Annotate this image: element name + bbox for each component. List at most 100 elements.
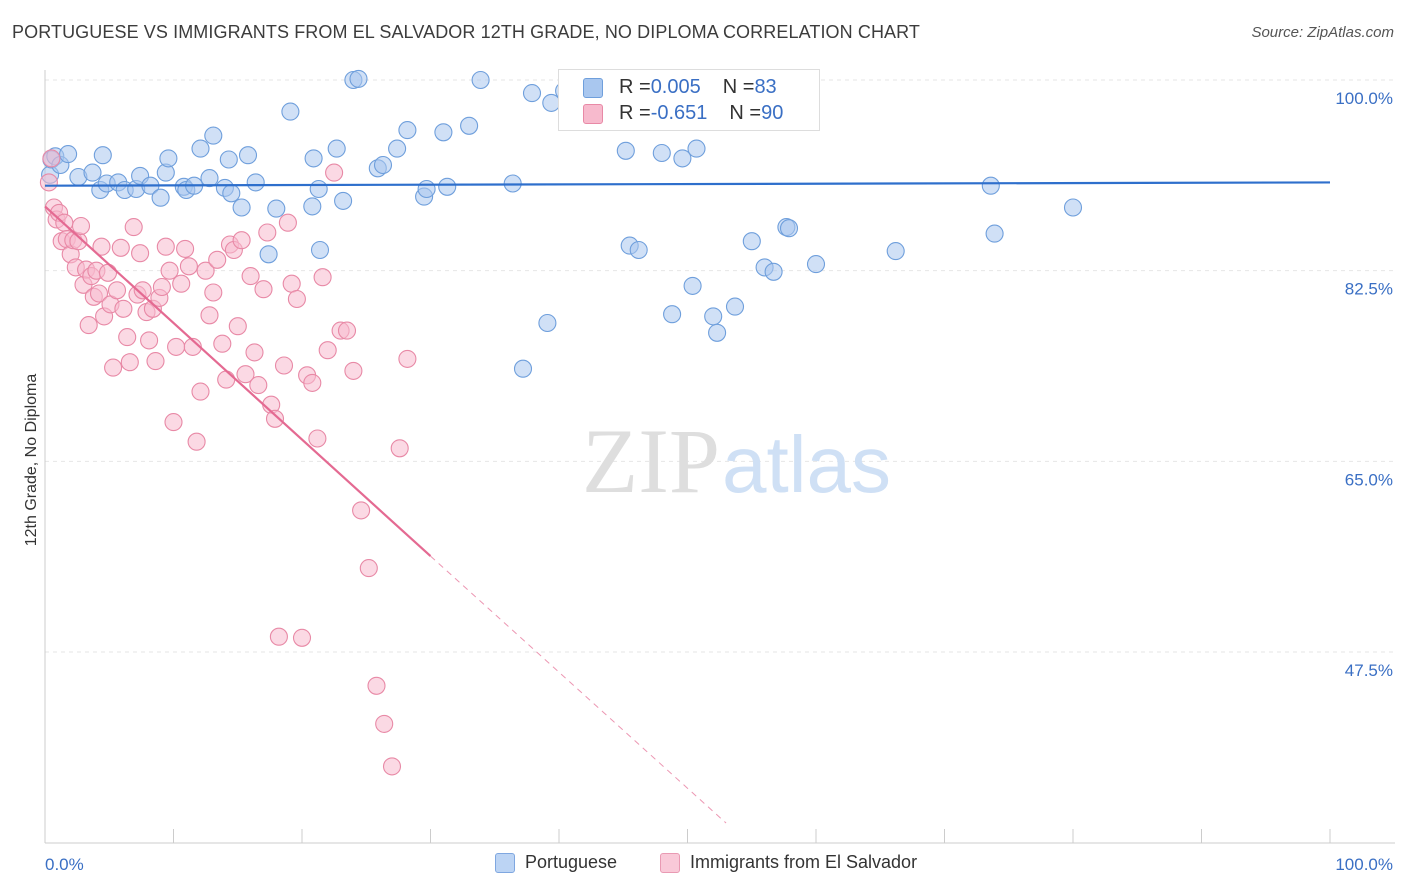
data-point [241,267,260,286]
data-point [167,337,186,356]
data-point [219,150,238,169]
data-point [304,149,323,168]
data-point [131,244,150,263]
data-point [160,261,179,280]
data-point [308,429,327,448]
data-point [388,139,407,158]
data-point [313,268,332,287]
data-point [217,370,236,389]
data-point [89,284,109,303]
data-point [779,219,799,238]
data-point [281,102,300,121]
data-point [204,283,223,302]
data-point [93,146,112,165]
legend-label-el-salvador: Immigrants from El Salvador [690,852,918,872]
data-point [187,432,206,451]
data-point [39,173,58,192]
data-point [111,238,130,257]
data-point [398,121,417,140]
trend-line [44,181,1331,187]
data-point [325,163,344,182]
data-point [303,197,322,216]
data-point [806,255,826,274]
data-point [764,262,783,281]
data-point [287,289,306,309]
data-point [352,501,371,520]
trend-lines [44,181,1331,824]
y-tick-label: 65.0% [1345,470,1393,489]
data-point [238,146,258,165]
data-point [390,439,409,458]
data-point [742,232,761,251]
source-label: Source: ZipAtlas.com [1251,24,1394,41]
data-point [334,191,353,210]
stats-row-portuguese: R = 0.005 N = 83 [583,76,777,99]
data-point [42,149,61,168]
data-point [236,365,255,384]
data-point [375,714,394,733]
stats-r-label: R = [619,76,651,98]
data-point [367,676,386,695]
data-point [179,257,198,276]
data-point [92,237,111,256]
legend-swatch-el-salvador [660,852,680,873]
data-point [274,356,294,375]
data-point [172,274,191,293]
data-point [245,343,264,362]
data-point [267,199,286,218]
data-point [438,177,457,196]
stats-swatch-portuguese [583,77,603,98]
data-point [104,358,123,377]
y-tick-label: 100.0% [1335,89,1393,108]
data-point [191,139,210,158]
legend-swatch-portuguese [495,852,515,873]
data-point [232,198,251,217]
bottom-legend: Portuguese Immigrants from El Salvador [0,850,1406,880]
legend-item-el-salvador[interactable]: Immigrants from El Salvador [660,852,917,873]
data-point [59,145,78,164]
data-point [269,627,288,646]
data-point [292,628,312,647]
data-point [249,376,268,395]
series-el-salvador [39,149,417,776]
stats-swatch-el-salvador [583,103,603,124]
data-point [124,218,143,237]
data-point [278,213,297,232]
data-point [359,559,378,578]
data-point [146,352,165,371]
data-point [652,143,671,163]
data-point [318,341,337,360]
data-point [133,281,152,300]
chart-title: PORTUGUESE VS IMMIGRANTS FROM EL SALVADO… [12,22,921,42]
x-tick-labels: 0.0% 100.0% [45,855,1393,874]
data-point [337,321,357,340]
data-point [208,250,227,269]
data-point [79,316,98,335]
legend-item-portuguese[interactable]: Portuguese [495,852,617,873]
data-point [83,163,102,182]
data-point [107,281,127,300]
stats-r-label: R = [619,102,651,124]
data-point [373,155,393,175]
data-point [327,139,346,158]
trend-line [44,205,432,557]
x-tick-label-right: 100.0% [1335,855,1393,874]
data-point [204,126,223,145]
data-point [310,240,330,260]
stats-n-label: N = [729,102,762,124]
data-point [254,280,273,299]
data-point [981,176,1000,195]
data-point [196,261,215,280]
data-point [246,173,265,192]
data-point [259,245,278,264]
y-tick-labels: 100.0% 82.5% 65.0% 47.5% [1335,89,1393,680]
watermark-zip: ZIP [582,410,720,512]
y-tick-label: 82.5% [1345,280,1393,299]
watermark-atlas: atlas [722,420,891,509]
data-point [460,116,479,135]
data-point [616,141,635,160]
data-point [687,139,706,158]
x-tick-label-left: 0.0% [45,855,84,874]
data-point [258,223,277,242]
data-point [98,263,118,282]
